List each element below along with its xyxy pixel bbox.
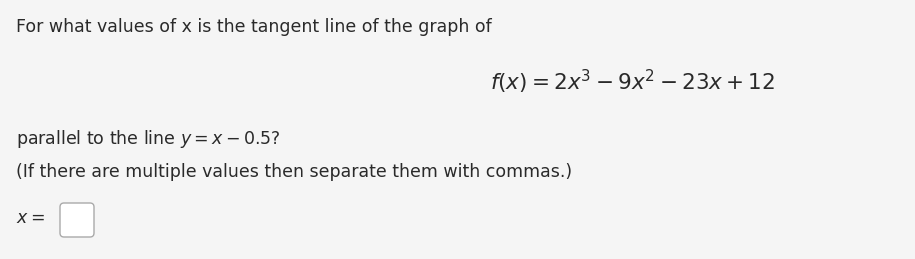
Text: parallel to the line $y = x - 0.5$?: parallel to the line $y = x - 0.5$? [16, 128, 281, 150]
Text: $x =$: $x =$ [16, 210, 45, 227]
Text: For what values of x is the tangent line of the graph of: For what values of x is the tangent line… [16, 18, 491, 36]
FancyBboxPatch shape [60, 203, 94, 237]
Text: $f(x) = 2x^3 - 9x^2 - 23x + 12$: $f(x) = 2x^3 - 9x^2 - 23x + 12$ [490, 68, 775, 96]
Text: (If there are multiple values then separate them with commas.): (If there are multiple values then separ… [16, 163, 572, 181]
